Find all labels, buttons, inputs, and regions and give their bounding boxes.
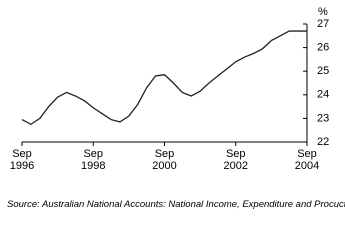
y-tick-label: 27	[317, 18, 329, 30]
x-tick-label: Sep 1998	[81, 148, 106, 172]
y-tick-label: 24	[317, 89, 329, 101]
x-tick-label: Sep 2004	[294, 148, 320, 172]
chart: % 22 23 24 25 26 27	[21, 6, 329, 148]
page: % 22 23 24 25 26 27 Source: Australian Nation…	[7, 6, 345, 210]
x-tick-label: Sep 2002	[223, 148, 248, 172]
y-tick-label: 26	[317, 42, 329, 54]
y-tick-label: 23	[317, 112, 329, 124]
y-tick-label: 25	[317, 65, 329, 77]
y-tick-label: 22	[317, 136, 329, 148]
x-tick-label: Sep 1996	[9, 148, 35, 172]
x-tick-label: Sep 2000	[152, 148, 177, 172]
line	[21, 30, 307, 126]
y-axis-label: %	[318, 6, 328, 18]
source-note: Source: Australian National Accounts: Na…	[7, 199, 345, 210]
